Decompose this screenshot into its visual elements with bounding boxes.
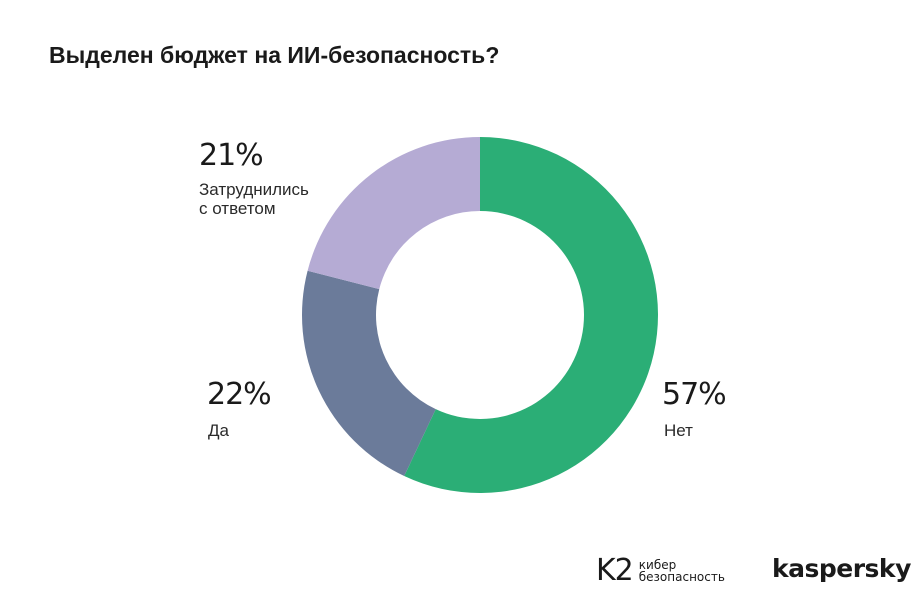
category-label-net: Нет — [664, 421, 693, 440]
slice-da — [302, 270, 436, 477]
slice-net — [404, 137, 658, 493]
k2-text: кибер безопасность — [638, 558, 725, 584]
chart-title: Выделен бюджет на ИИ-безопасность? — [49, 42, 500, 68]
category-label-da: Да — [208, 421, 229, 440]
kaspersky-logo: kaspersky — [772, 554, 911, 583]
k2-mark: K2 — [596, 553, 634, 588]
donut-slices — [302, 137, 658, 493]
value-label-net: 57% — [662, 377, 727, 412]
value-label-unsure: 21% — [199, 138, 264, 173]
k2-logo: K2 кибер безопасность — [596, 556, 725, 586]
category-label-unsure: Затруднились с ответом — [199, 180, 309, 218]
slice-unsure — [307, 137, 480, 290]
value-label-da: 22% — [207, 377, 272, 412]
